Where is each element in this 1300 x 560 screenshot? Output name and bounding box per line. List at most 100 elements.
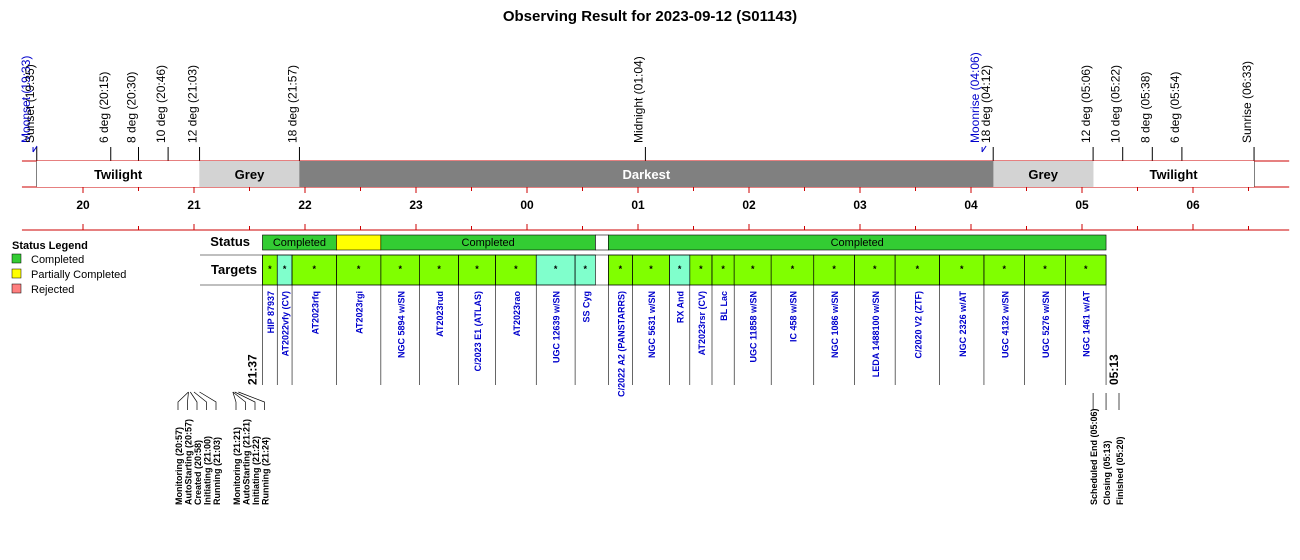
- target-names: HIP 87937 AT2022vfy (CV) AT2023rfq AT2023rg…: [262, 255, 1107, 397]
- target-marker-15: *: [751, 264, 755, 274]
- target-name-8: UGC 12639 w/SN: [552, 291, 562, 363]
- status-legend: Status Legend Completed Partially Complet…: [11, 240, 126, 296]
- target-name-21: UGC 4132 w/SN: [1000, 291, 1010, 358]
- band-label-3: Grey: [1028, 167, 1058, 182]
- status-label-2: Completed: [462, 237, 515, 249]
- band-label-2: Darkest: [622, 167, 670, 182]
- event-label-1: Sunset (19:35): [23, 64, 37, 143]
- target-marker-19: *: [916, 264, 920, 274]
- moon-leader-8: [981, 145, 987, 153]
- chart-title: Observing Result for 2023-09-12 (S01143): [503, 8, 797, 25]
- event-label-10: 12 deg (05:06): [1079, 65, 1093, 143]
- log-b-label-2: Initiating (21:22): [251, 436, 261, 505]
- target-name-22: UGC 5276 w/SN: [1041, 291, 1051, 358]
- log-b-leader-3: [238, 391, 265, 410]
- target-name-5: AT2023rud: [435, 291, 445, 337]
- target-marker-2: *: [312, 264, 316, 274]
- target-marker-11: *: [649, 264, 653, 274]
- target-marker-5: *: [437, 264, 441, 274]
- legend-swatch-1: [11, 268, 22, 279]
- event-label-14: Sunrise (06:33): [1240, 61, 1254, 143]
- target-marker-18: *: [873, 264, 877, 274]
- twilight-bands: Twilight Grey Darkest Grey Twilight: [36, 161, 1255, 187]
- target-marker-12: *: [678, 264, 682, 274]
- target-name-14: BL Lac: [719, 291, 729, 321]
- hour-label-02: 02: [742, 198, 756, 212]
- target-name-23: NGC 1461 w/AT: [1082, 291, 1092, 357]
- log-b-label-3: Running (21:24): [261, 437, 271, 505]
- target-marker-21: *: [1003, 264, 1007, 274]
- band-0: [36, 161, 200, 187]
- sun-moon-events: Moonset (19:33)Sunset (19:35) 6 deg (20:1…: [19, 52, 1255, 187]
- event-label-0: Moonset (19:33): [19, 56, 33, 143]
- band-4: [1093, 161, 1255, 187]
- target-marker-16: *: [791, 264, 795, 274]
- event-label-9: 18 deg (04:12): [979, 65, 993, 143]
- target-name-7: AT2023rao: [512, 291, 522, 337]
- target-name-17: NGC 1086 w/SN: [830, 291, 840, 358]
- legend-title: Status Legend: [12, 240, 88, 252]
- status-segment-3: [595, 234, 609, 251]
- range-start-label: 21:37: [245, 354, 259, 385]
- legend-swatch-2: [11, 283, 22, 294]
- log-b-label-0: Monitoring (21:21): [232, 427, 242, 505]
- target-name-16: IC 458 w/SN: [788, 291, 798, 342]
- event-label-3: 8 deg (20:30): [125, 72, 139, 143]
- status-bar: Completed Completed Completed: [262, 234, 1107, 251]
- target-marker-17: *: [832, 264, 836, 274]
- target-marker-0: *: [268, 264, 272, 274]
- observation-range: 21:37 05:13: [245, 354, 1121, 385]
- target-marker-23: *: [1084, 264, 1088, 274]
- log-c-label-2: Finished (05:20): [1115, 436, 1125, 505]
- hour-label-21: 21: [187, 198, 201, 212]
- log-a-label-0: Monitoring (20:57): [174, 427, 184, 505]
- target-name-0: HIP 87937: [266, 291, 276, 333]
- log-a-leader-3: [193, 391, 207, 410]
- band-1: [199, 161, 300, 187]
- band-label-0: Twilight: [94, 167, 143, 182]
- hour-label-05: 05: [1075, 198, 1089, 212]
- target-name-10: C/2022 A2 (PANSTARRS): [616, 291, 626, 397]
- legend-label-2: Rejected: [31, 284, 74, 296]
- target-name-13: AT2023rsr (CV): [697, 291, 707, 355]
- target-block-23: [1065, 254, 1107, 286]
- target-name-6: C/2023 E1 (ATLAS): [473, 291, 483, 371]
- target-name-15: UGC 11858 w/SN: [749, 291, 759, 363]
- target-name-20: NGC 2326 w/AT: [958, 291, 968, 357]
- log-a-label-4: Running (21:03): [212, 437, 222, 505]
- log-events: Monitoring (20:57) AutoStarting (20:57) Cr…: [174, 391, 1125, 505]
- log-b-leader-0: [232, 391, 237, 410]
- moon-leader-0: [32, 145, 38, 153]
- log-c-label-1: Closing (05:13): [1102, 440, 1112, 505]
- target-marker-14: *: [721, 264, 725, 274]
- status-segment-4: [608, 234, 1107, 251]
- target-blocks: * * * * * * * * * * * * * * * * * * * * * * * *: [200, 254, 1107, 286]
- target-marker-22: *: [1043, 264, 1047, 274]
- band-label-1: Grey: [235, 167, 265, 182]
- hour-label-04: 04: [964, 198, 978, 212]
- log-a-label-2: Created (20:58): [193, 440, 203, 505]
- target-marker-10: *: [619, 264, 623, 274]
- event-label-8: Moonrise (04:06): [968, 52, 982, 143]
- target-name-4: NGC 5894 w/SN: [396, 291, 406, 358]
- event-label-4: 10 deg (20:46): [154, 65, 168, 143]
- log-a-leader-4: [199, 391, 217, 410]
- target-marker-4: *: [399, 264, 403, 274]
- legend-label-0: Completed: [31, 254, 84, 266]
- log-b-leader-2: [234, 391, 256, 410]
- hour-ticks: 20 21 22 23 00 01 02 03 04 05 06: [76, 187, 1249, 230]
- event-label-6: 18 deg (21:57): [285, 65, 299, 143]
- hour-label-23: 23: [409, 198, 423, 212]
- target-marker-20: *: [960, 264, 964, 274]
- target-block-7: [495, 254, 537, 286]
- event-label-2: 6 deg (20:15): [97, 72, 111, 143]
- target-name-3: AT2023rgi: [355, 291, 365, 334]
- target-marker-8: *: [554, 264, 558, 274]
- status-label-4: Completed: [831, 237, 884, 249]
- legend-label-1: Partially Completed: [31, 269, 126, 281]
- hour-label-03: 03: [853, 198, 867, 212]
- event-label-11: 10 deg (05:22): [1109, 65, 1123, 143]
- target-name-9: SS Cyg: [581, 291, 591, 323]
- target-name-11: NGC 5631 w/SN: [647, 291, 657, 358]
